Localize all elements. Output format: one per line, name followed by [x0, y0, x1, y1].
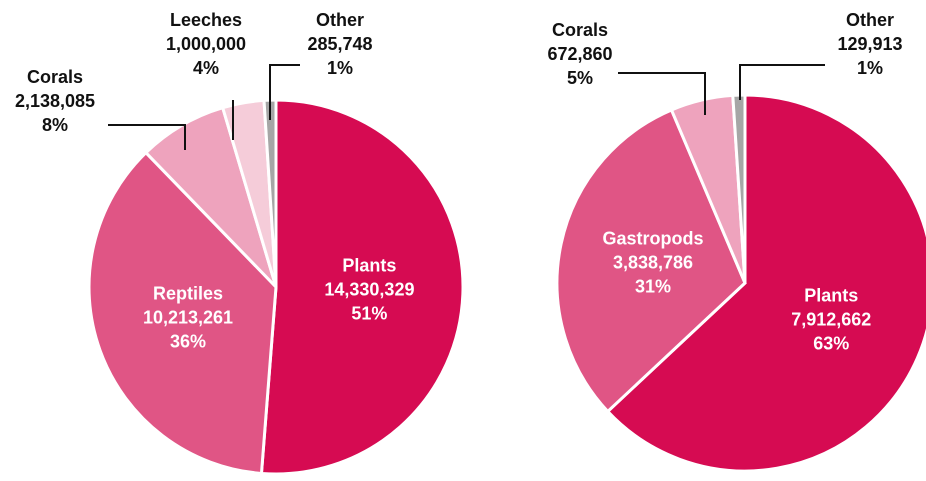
slice-label-line: 7,912,662	[791, 309, 871, 329]
pie-slice	[731, 93, 747, 284]
slice-label-line: 4%	[193, 58, 219, 78]
slice-label-line: Corals	[552, 20, 608, 40]
slice-label-line: Other	[316, 10, 364, 30]
leader-line	[269, 64, 300, 120]
slice-label-line: Reptiles	[153, 283, 223, 303]
leader-line	[739, 64, 825, 100]
slice-label-line: 10,213,261	[143, 307, 233, 327]
pie-slice	[605, 93, 926, 473]
slice-label-line: 1%	[857, 58, 883, 78]
slice-label-line: Plants	[804, 285, 858, 305]
slice-label: Reptiles 10,213,261 36%	[143, 283, 233, 351]
pie-slice	[259, 98, 465, 476]
slice-label-line: 1,000,000	[166, 34, 246, 54]
slice-label: Other 129,913 1%	[837, 10, 902, 78]
pie-slice	[555, 108, 747, 414]
slice-label-line: 3,838,786	[613, 252, 693, 272]
slice-label-line: Corals	[27, 67, 83, 87]
slice-label-line: 285,748	[307, 34, 372, 54]
slice-label-line: Plants	[342, 255, 396, 275]
slice-label: Plants 14,330,329 51%	[324, 255, 414, 323]
slice-label: Other 285,748 1%	[307, 10, 372, 78]
slice-label: Plants 7,912,662 63%	[791, 285, 871, 353]
slice-label-line: Other	[846, 10, 894, 30]
slice-label: Corals 672,860 5%	[547, 20, 612, 88]
slice-label-line: Leeches	[170, 10, 242, 30]
slice-label: Gastropods 3,838,786 31%	[603, 228, 704, 296]
slice-label-line: 5%	[567, 68, 593, 88]
leader-line	[108, 124, 186, 150]
leader-line	[618, 72, 706, 115]
slice-label-line: 51%	[351, 303, 387, 323]
slice-label-line: 8%	[42, 115, 68, 135]
slice-label-line: 36%	[170, 331, 206, 351]
slice-label-line: 31%	[635, 276, 671, 296]
slice-label-line: 129,913	[837, 34, 902, 54]
slice-label-line: 14,330,329	[324, 279, 414, 299]
slice-label: Leeches 1,000,000 4%	[166, 10, 246, 78]
slice-label: Corals 2,138,085 8%	[15, 67, 95, 135]
pie-slice	[87, 150, 278, 476]
slice-label-line: 2,138,085	[15, 91, 95, 111]
slice-label-line: 1%	[327, 58, 353, 78]
slice-label-line: Gastropods	[603, 228, 704, 248]
slice-label-line: 672,860	[547, 44, 612, 64]
slice-label-line: 63%	[813, 333, 849, 353]
